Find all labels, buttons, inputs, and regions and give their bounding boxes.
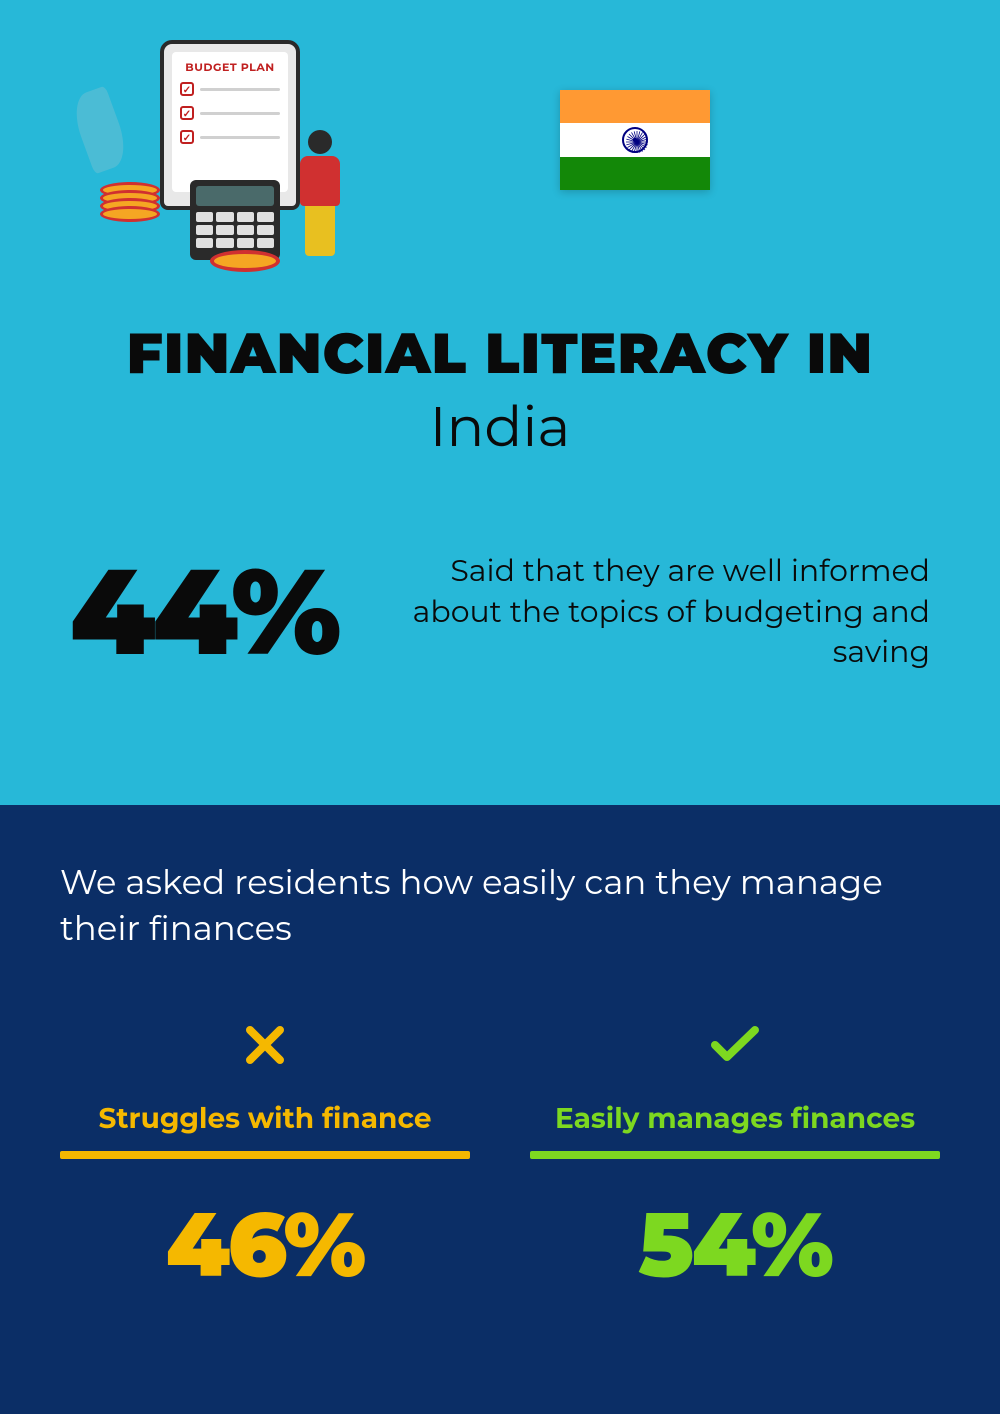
struggles-label: Struggles with finance — [60, 1102, 470, 1136]
comparison-row: Struggles with finance 46% Easily manage… — [60, 1022, 940, 1299]
struggles-column: Struggles with finance 46% — [60, 1022, 470, 1299]
title-block: FINANCIAL LITERACY IN India — [60, 320, 940, 461]
clipboard-title: BUDGET PLAN — [180, 60, 280, 74]
manages-value: 54% — [530, 1189, 940, 1299]
header-row: BUDGET PLAN ✓ ✓ ✓ — [60, 30, 940, 280]
manages-divider — [530, 1151, 940, 1159]
leaves-decoration — [80, 90, 160, 190]
question-text: We asked residents how easily can they m… — [60, 860, 940, 952]
title-main: FINANCIAL LITERACY IN — [60, 320, 940, 388]
cross-icon — [240, 1020, 290, 1083]
person-icon — [295, 130, 345, 260]
main-stat-row: 44% Said that they are well informed abo… — [60, 551, 940, 673]
coins-icon — [100, 190, 160, 222]
main-stat-value: 44% — [70, 552, 338, 672]
title-country: India — [60, 393, 940, 461]
chakra-icon — [622, 127, 648, 153]
budget-illustration: BUDGET PLAN ✓ ✓ ✓ — [60, 30, 380, 280]
check-icon — [705, 1020, 765, 1083]
manages-column: Easily manages finances 54% — [530, 1022, 940, 1299]
top-section: BUDGET PLAN ✓ ✓ ✓ — [0, 0, 1000, 805]
india-flag-icon — [560, 90, 710, 190]
struggles-divider — [60, 1151, 470, 1159]
bottom-section: We asked residents how easily can they m… — [0, 805, 1000, 1414]
coin-icon — [210, 250, 280, 272]
main-stat-description: Said that they are well informed about t… — [368, 551, 930, 673]
calculator-icon — [190, 180, 280, 260]
struggles-value: 46% — [60, 1189, 470, 1299]
manages-label: Easily manages finances — [530, 1102, 940, 1136]
